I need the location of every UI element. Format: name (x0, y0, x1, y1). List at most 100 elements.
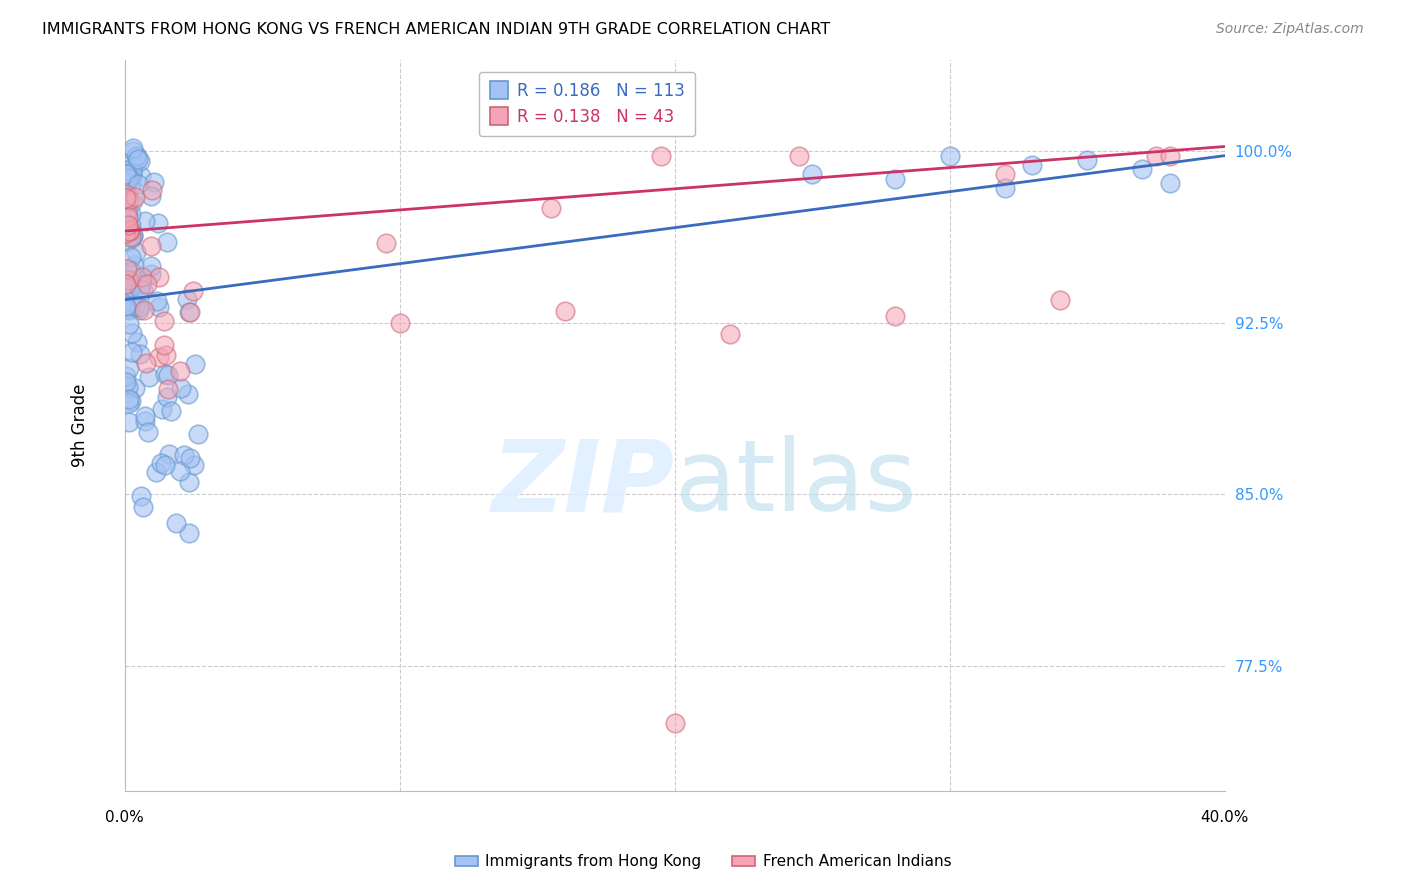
Point (127, 152, 149, 166)
Text: atlas: atlas (675, 435, 917, 533)
Point (118, 415, 141, 429)
Point (136, 425, 159, 439)
Point (117, 224, 139, 238)
Point (131, 270, 153, 285)
Point (117, 218, 139, 232)
Point (169, 464, 191, 478)
Point (118, 318, 141, 332)
Point (121, 326, 143, 341)
Point (170, 380, 193, 394)
Point (1130, 162, 1153, 177)
Point (121, 228, 143, 243)
Text: 0.0%: 0.0% (105, 810, 143, 824)
Point (120, 207, 142, 221)
Point (118, 273, 141, 287)
Point (128, 347, 150, 361)
Text: Source: ZipAtlas.com: Source: ZipAtlas.com (1216, 22, 1364, 37)
Point (117, 380, 139, 394)
Point (127, 334, 149, 349)
Point (120, 264, 142, 278)
Point (118, 193, 141, 207)
Point (129, 277, 152, 291)
Point (141, 183, 163, 197)
Point (155, 348, 177, 362)
Point (145, 465, 167, 479)
Point (118, 298, 141, 312)
Point (115, 277, 138, 291)
Point (1049, 293, 1071, 307)
Point (128, 282, 150, 296)
Point (115, 299, 138, 313)
Point (139, 239, 162, 253)
Point (388, 316, 411, 330)
Point (115, 368, 138, 383)
Legend: R = 0.186   N = 113, R = 0.138   N = 43: R = 0.186 N = 113, R = 0.138 N = 43 (478, 71, 695, 136)
Point (117, 211, 139, 225)
Point (1159, 176, 1181, 190)
Text: 40.0%: 40.0% (1201, 810, 1249, 824)
Point (177, 525, 200, 540)
Point (994, 180, 1017, 194)
Point (129, 154, 152, 169)
Point (120, 178, 142, 193)
Point (115, 195, 138, 210)
Point (128, 301, 150, 315)
Point (148, 269, 170, 284)
Point (122, 227, 145, 242)
Point (153, 314, 176, 328)
Point (115, 186, 138, 200)
Point (117, 171, 139, 186)
Point (118, 277, 141, 291)
Point (121, 393, 143, 408)
Point (122, 258, 145, 272)
Point (124, 299, 146, 313)
Text: ZIP: ZIP (492, 435, 675, 533)
Point (554, 304, 576, 318)
Point (157, 447, 180, 461)
Text: 9th Grade: 9th Grade (70, 384, 89, 467)
Point (125, 149, 148, 163)
Point (115, 234, 138, 248)
Point (177, 475, 200, 490)
Point (121, 231, 143, 245)
Point (118, 224, 141, 238)
Point (118, 302, 141, 317)
Point (150, 401, 173, 416)
Point (138, 369, 160, 384)
Point (173, 448, 195, 462)
Point (176, 386, 198, 401)
Point (156, 390, 179, 404)
Point (115, 184, 138, 198)
Point (115, 167, 138, 181)
Point (115, 302, 138, 317)
Point (115, 277, 138, 291)
Point (115, 186, 138, 201)
Point (156, 368, 179, 382)
Point (179, 305, 201, 319)
Point (118, 396, 141, 410)
Point (148, 300, 170, 314)
Point (120, 250, 142, 264)
Point (883, 171, 905, 186)
Point (115, 226, 138, 240)
Point (120, 218, 142, 232)
Point (148, 350, 170, 364)
Point (125, 244, 148, 259)
Point (1159, 148, 1181, 162)
Point (150, 456, 173, 470)
Point (115, 375, 138, 389)
Point (127, 149, 149, 163)
Point (118, 293, 141, 308)
Point (146, 216, 169, 230)
Point (131, 283, 153, 297)
Point (1021, 158, 1043, 172)
Point (134, 414, 156, 428)
Point (117, 204, 139, 219)
Point (176, 293, 198, 307)
Point (939, 148, 962, 162)
Point (183, 284, 205, 298)
Point (124, 381, 146, 395)
Point (127, 177, 149, 191)
Point (179, 451, 201, 466)
Point (718, 326, 741, 341)
